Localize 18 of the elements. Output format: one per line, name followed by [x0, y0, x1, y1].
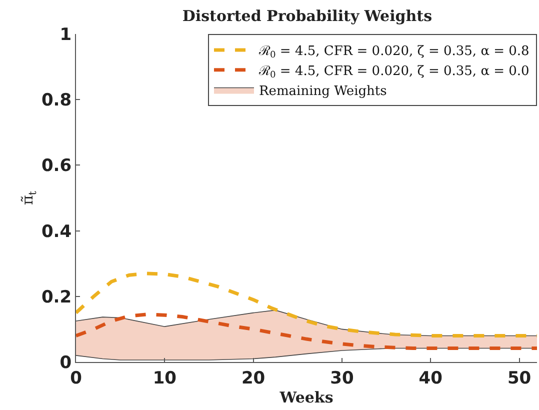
- legend-label: ℛ$_{0}$ = 4.5, CFR = 0.020, ζ = 0.35, α = 0.0: [258, 64, 530, 81]
- y-tick-label: 1: [60, 24, 72, 45]
- y-tick-label: 0.6: [41, 156, 72, 176]
- x-tick-label: 10: [152, 368, 177, 388]
- chart-title: Distorted Probability Weights: [182, 6, 432, 25]
- y-tick-label: 0.8: [41, 90, 72, 111]
- y-tick-label: 0.2: [41, 287, 72, 308]
- x-tick-label: 50: [507, 368, 532, 388]
- y-tick-label: 0: [60, 352, 72, 373]
- y-tick-label: 0.4: [41, 222, 72, 242]
- line-series: [76, 272, 537, 338]
- x-tick-label: 20: [241, 368, 266, 388]
- line-series: [76, 312, 537, 350]
- x-tick-label: 40: [418, 368, 443, 388]
- x-tick-label: 30: [330, 368, 354, 388]
- x-axis-title: Weeks: [278, 388, 334, 406]
- legend-label: Remaining Weights: [259, 84, 387, 99]
- legend-label: ℛ$_{0}$ = 4.5, CFR = 0.020, ζ = 0.35, α = 0.8: [258, 44, 530, 61]
